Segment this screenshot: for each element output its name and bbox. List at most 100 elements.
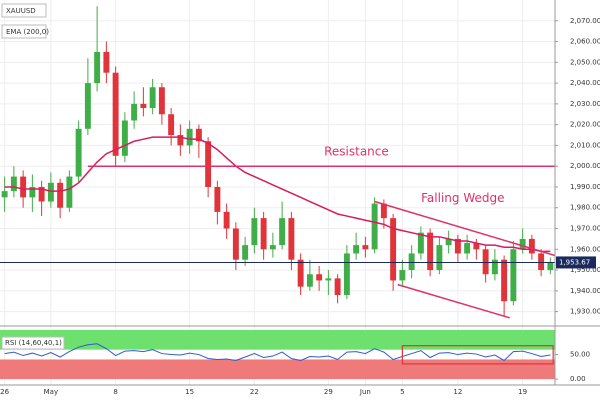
candle-body: [75, 128, 82, 177]
candle-body: [380, 203, 387, 219]
candle-body: [417, 232, 424, 254]
candle-body: [223, 211, 230, 229]
candle-body: [103, 51, 110, 73]
rsi-highlight: [401, 345, 554, 365]
candle-body: [510, 249, 517, 302]
candle-body: [547, 262, 554, 271]
y-tick-label: 2,050.00: [570, 58, 600, 66]
candle-body: [371, 203, 378, 250]
candle-body: [251, 218, 258, 246]
candle-body: [491, 259, 498, 275]
candle-body: [390, 218, 397, 281]
candle-body: [473, 243, 480, 250]
resistance-label: Resistance: [324, 145, 389, 159]
y-tick-label: 1,970.00: [570, 225, 600, 233]
candle-body: [20, 176, 27, 198]
last-price-label: 1,953.67: [559, 258, 590, 266]
y-tick-label: 2,030.00: [570, 100, 600, 108]
candle-body: [279, 218, 286, 246]
candle-body: [168, 114, 175, 136]
candle-body: [260, 218, 267, 250]
candle-body: [121, 120, 128, 156]
wedge-label: Falling Wedge: [421, 191, 504, 205]
y-tick-label: 2,060.00: [570, 38, 600, 46]
candle-body: [47, 182, 54, 202]
candle-body: [306, 274, 313, 287]
plot: [0, 6, 556, 380]
candle-body: [10, 176, 17, 192]
candle-body: [186, 128, 193, 146]
candle-body: [464, 243, 471, 254]
rsi-band: [0, 330, 555, 350]
candle-body: [288, 218, 295, 260]
x-tick-label: 5: [400, 388, 404, 396]
candle-body: [131, 103, 138, 121]
y-tick-label: 2,070.00: [570, 17, 600, 25]
y-tick-label: 1,950.00: [570, 266, 600, 274]
candle-body: [482, 249, 489, 275]
candle-body: [84, 83, 91, 129]
candle-body: [362, 245, 369, 250]
candle-body: [232, 228, 239, 260]
candle-body: [445, 238, 452, 246]
candle-body: [297, 259, 304, 287]
candle-body: [195, 128, 202, 142]
candle-body: [538, 253, 545, 271]
ema-line: [4, 136, 551, 253]
candle-body: [158, 87, 165, 115]
x-tick-label: 26: [0, 388, 9, 396]
rsi-line: [4, 343, 551, 362]
candle-body: [242, 245, 249, 260]
x-tick-label: Jun: [359, 388, 371, 396]
candle-body: [269, 245, 276, 250]
candle-body: [325, 278, 332, 281]
candle-body: [501, 259, 508, 302]
y-tick-label: 1,980.00: [570, 204, 600, 212]
x-tick-label: 19: [518, 388, 527, 396]
candle-body: [38, 186, 45, 202]
candle-body: [454, 238, 461, 254]
x-tick-label: 8: [113, 388, 117, 396]
candle-body: [353, 245, 360, 254]
candle-body: [140, 103, 147, 109]
indicator: EMA (200,0): [6, 28, 49, 36]
symbol: XAUUSD: [6, 7, 36, 15]
candle-body: [343, 253, 350, 295]
x-tick-label: May: [44, 388, 58, 396]
candle-body: [334, 278, 341, 295]
wedge-lower: [397, 283, 510, 319]
indicator-box: [1, 24, 47, 39]
y-tick-label: 1,960.00: [570, 245, 600, 253]
grid: [0, 0, 555, 385]
candle-body: [177, 135, 184, 146]
candle-body: [519, 238, 526, 250]
wedge-upper: [374, 200, 556, 257]
symbol-box: [1, 3, 47, 18]
candle-body: [408, 253, 415, 271]
y-tick-label: 2,000.00: [570, 162, 600, 170]
candle-body: [528, 238, 535, 254]
candle-body: [66, 176, 73, 208]
y-tick-label: 2,020.00: [570, 121, 600, 129]
rsi-tick-label: 50.00: [570, 351, 590, 359]
x-tick-label: 29: [324, 388, 333, 396]
y-tick-label: 1,940.00: [570, 287, 600, 295]
last-price-box: [556, 256, 596, 269]
y-tick-label: 2,040.00: [570, 79, 600, 87]
candle-body: [436, 245, 443, 271]
candle-body: [399, 270, 406, 281]
candle-body: [214, 186, 221, 212]
rsi-tick-label: 0.00: [570, 375, 586, 383]
rsi-band: [0, 359, 555, 380]
candle-body: [57, 182, 64, 208]
candle-body: [112, 72, 119, 156]
candle-body: [1, 191, 8, 198]
x-tick-label: 22: [250, 388, 259, 396]
y-tick-label: 1,990.00: [570, 183, 600, 191]
rsi-title-box: [1, 336, 65, 350]
candle-body: [205, 141, 212, 187]
rsi-title: RSI (14,60,40,1): [5, 339, 62, 347]
x-tick-label: 12: [453, 388, 462, 396]
y-tick-label: 1,930.00: [570, 308, 600, 316]
